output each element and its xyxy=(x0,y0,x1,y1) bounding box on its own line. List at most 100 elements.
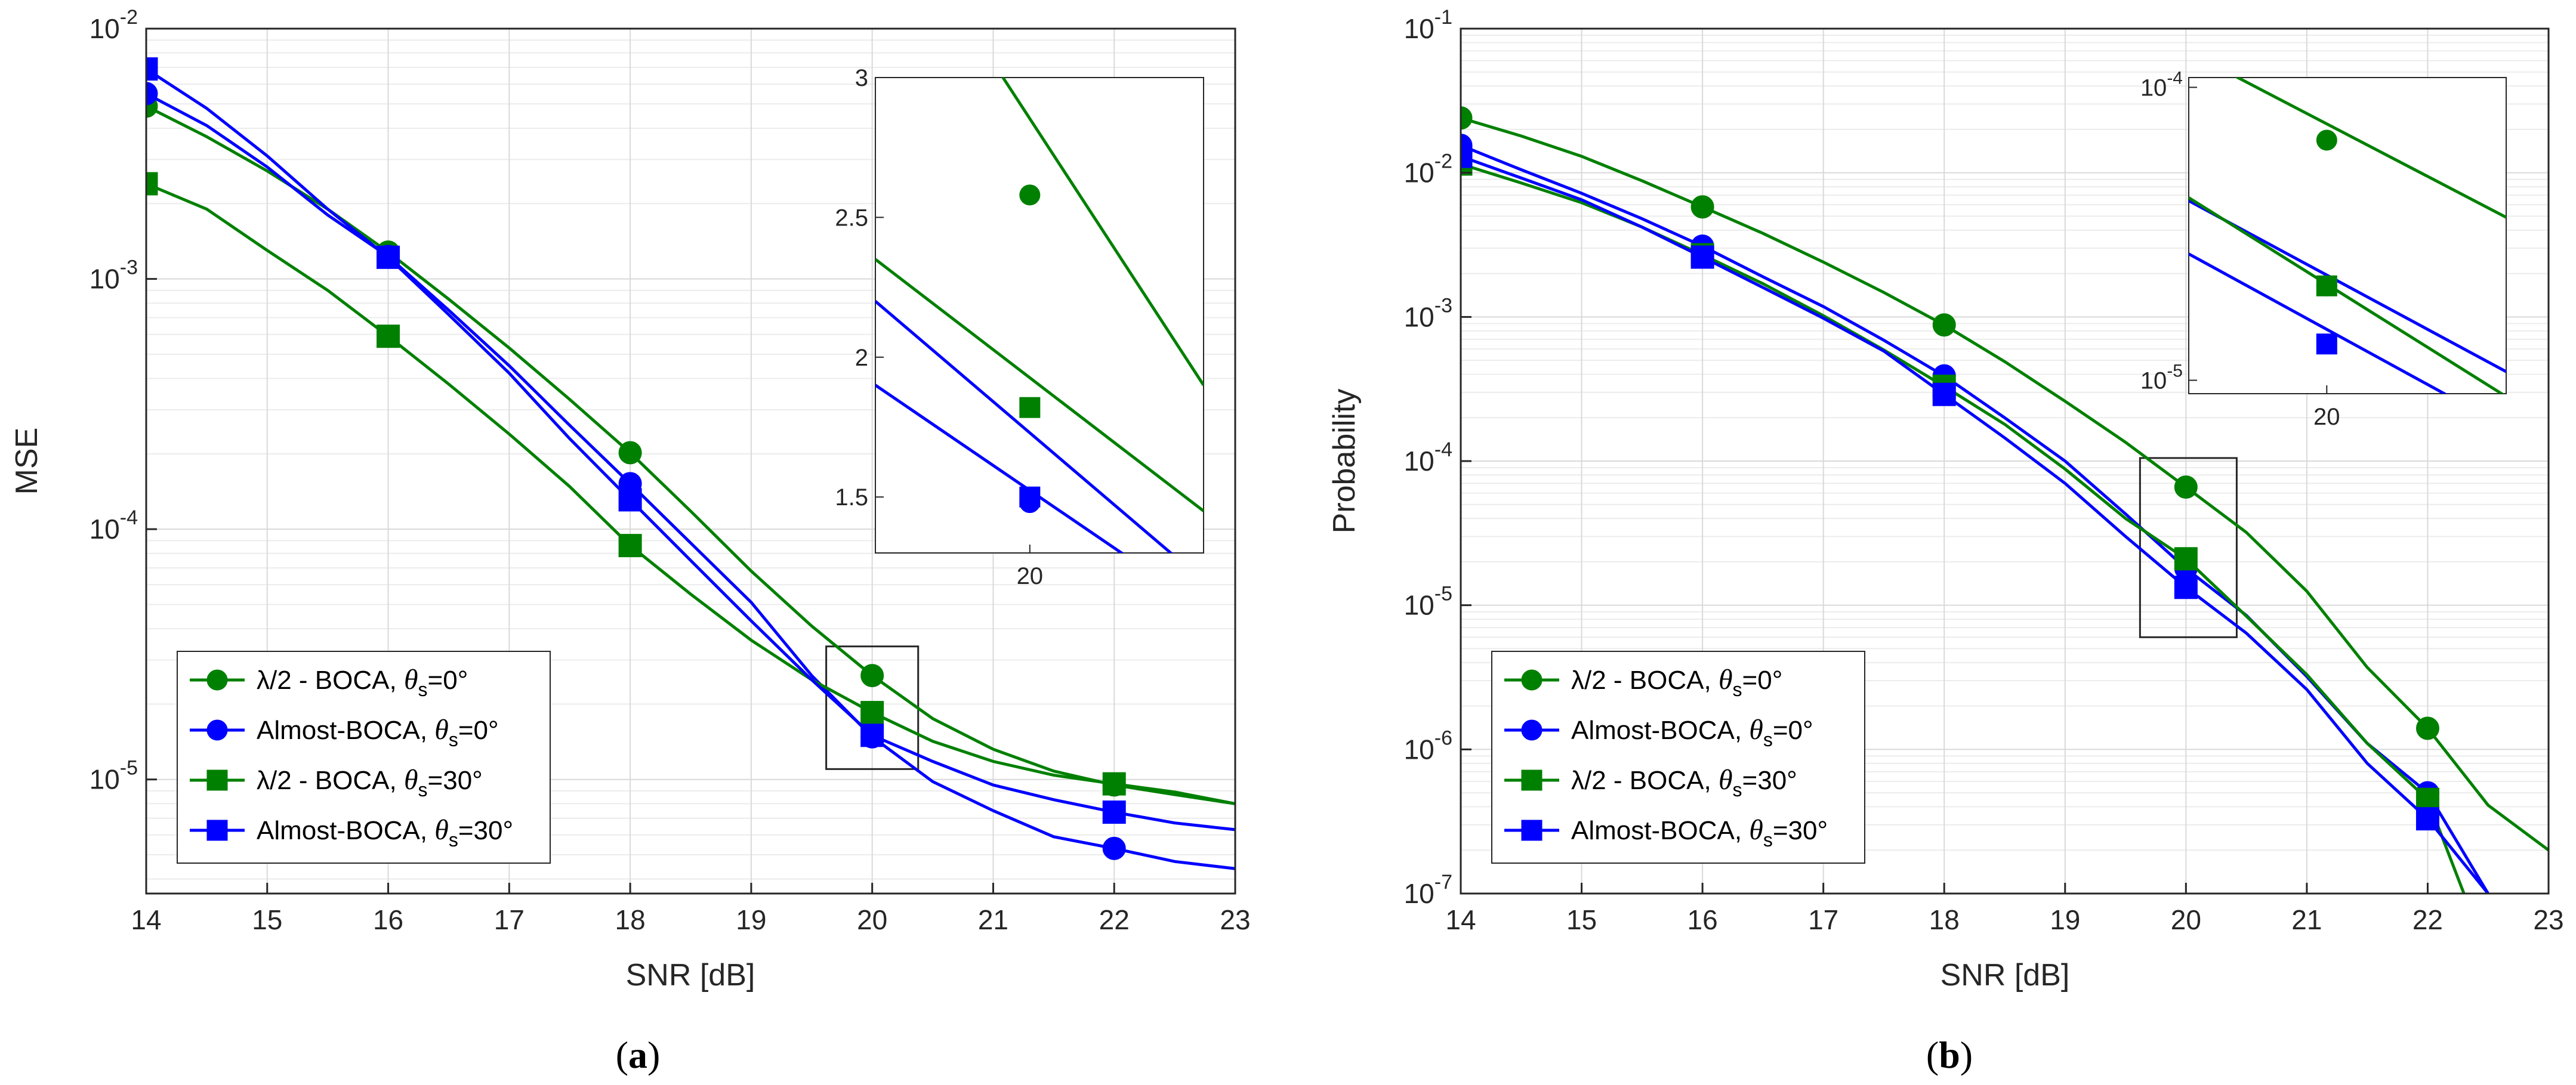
tick-base: 10 xyxy=(90,13,120,44)
data-point-square xyxy=(860,701,884,725)
series-line xyxy=(146,182,1235,805)
y-tick-label: 10-5 xyxy=(1404,583,1452,621)
legend-theta: θ xyxy=(404,664,418,695)
y-tick-label: 10-3 xyxy=(1404,294,1452,332)
series-line xyxy=(146,67,1235,831)
series-line xyxy=(146,92,1235,870)
legend-item: Almost-BOCA, θs=30° xyxy=(190,814,513,851)
data-point-square xyxy=(1461,144,1473,168)
data-point-square xyxy=(2174,576,2198,599)
data-point-square xyxy=(2415,807,2439,831)
tick-exponent: -5 xyxy=(2167,361,2183,381)
x-tick-label: 18 xyxy=(615,904,646,935)
legend-subscript: s xyxy=(1733,779,1742,800)
legend-value: =0° xyxy=(1742,666,1783,695)
inset-series-3 xyxy=(2189,196,2505,394)
series-line xyxy=(1461,116,2549,852)
x-tick-label: 15 xyxy=(252,904,282,935)
data-point-circle xyxy=(860,664,884,688)
tick-exponent: -5 xyxy=(120,757,138,780)
data-point-square xyxy=(618,534,642,558)
legend-value: =30° xyxy=(458,816,513,845)
data-point-square xyxy=(146,172,158,196)
tick-exponent: -4 xyxy=(120,506,138,529)
legend-subscript: s xyxy=(1763,729,1773,750)
data-point-square xyxy=(206,820,228,841)
data-point-circle xyxy=(1690,195,1714,219)
x-tick-label: 19 xyxy=(2050,904,2080,935)
tick-exponent: -3 xyxy=(120,256,138,279)
legend-subscript: s xyxy=(418,679,428,700)
tick-exponent: -7 xyxy=(1434,871,1452,894)
legend-value: =30° xyxy=(1742,766,1797,795)
data-point-square xyxy=(860,724,884,747)
data-point-circle xyxy=(1019,184,1041,206)
legend-theta: θ xyxy=(1749,714,1763,746)
tick-base: 10 xyxy=(90,264,120,295)
data-point-circle xyxy=(1932,313,1956,337)
x-tick-label: 23 xyxy=(2533,904,2563,935)
series-3 xyxy=(146,172,1235,805)
inset-frame xyxy=(875,77,1204,554)
tick-base: 10 xyxy=(2140,368,2167,394)
y-axis-label: Probability xyxy=(1327,389,1362,534)
data-point-circle xyxy=(1102,836,1126,860)
x-tick-label: 15 xyxy=(1566,904,1597,935)
data-point-square xyxy=(377,324,400,348)
y-tick-label: 10-4 xyxy=(90,506,138,545)
legend-theta: θ xyxy=(404,764,418,796)
legend-name: Almost-BOCA, xyxy=(257,716,434,745)
tick-exponent: -6 xyxy=(1434,727,1452,749)
series-4 xyxy=(1461,144,2489,894)
caption-a: (a) xyxy=(616,1034,661,1076)
tick-base: 10 xyxy=(90,514,120,545)
data-point-square xyxy=(206,769,228,791)
legend-label: λ/2 - BOCA, θs=30° xyxy=(1571,764,1797,800)
data-point-square xyxy=(618,488,642,512)
tick-base: 10 xyxy=(90,764,120,795)
x-tick-label: 21 xyxy=(2291,904,2322,935)
data-point-circle xyxy=(2415,716,2439,740)
legend-name: λ/2 - BOCA, xyxy=(257,766,404,795)
data-point-square xyxy=(377,245,400,269)
y-tick-label: 10-4 xyxy=(1404,438,1452,477)
legend-box xyxy=(1491,651,1865,864)
tick-base: 10 xyxy=(1404,734,1434,765)
tick-exponent: -4 xyxy=(1434,438,1452,461)
data-point-square xyxy=(1932,382,1956,406)
tick-base: 10 xyxy=(2140,75,2167,101)
inset-series-4 xyxy=(875,300,1173,553)
inset-y-tick-label: 2.5 xyxy=(835,205,868,231)
legend-box xyxy=(177,651,551,864)
panel-b: 14 15 16 17 18 19 20 21 22 23 10-710-610-510-410-… xyxy=(1327,6,2564,1076)
legend-theta: θ xyxy=(434,814,449,846)
inset-y-tick-label: 10-5 xyxy=(2140,361,2183,394)
data-point-circle xyxy=(146,82,158,106)
series-4 xyxy=(146,57,1235,831)
caption-open-paren: ( xyxy=(616,1034,628,1076)
data-point-circle xyxy=(1521,719,1542,741)
x-tick-label: 22 xyxy=(1099,904,1130,935)
y-tick-label: 10-5 xyxy=(90,757,138,795)
legend-item: Almost-BOCA, θs=0° xyxy=(1504,714,1813,750)
inset-series-line xyxy=(2189,196,2505,394)
inset-y-tick-label: 1.5 xyxy=(835,484,868,511)
tick-base: 10 xyxy=(1404,301,1434,332)
legend-label: Almost-BOCA, θs=30° xyxy=(1571,814,1828,851)
inset-series-4 xyxy=(2189,252,2448,394)
legend: λ/2 - BOCA, θs=0°Almost-BOCA, θs=0°λ/2 -… xyxy=(177,651,551,864)
caption-b: (b) xyxy=(1926,1034,1973,1076)
data-point-square xyxy=(2316,333,2337,355)
legend-item: Almost-BOCA, θs=30° xyxy=(1504,814,1828,851)
legend-theta: θ xyxy=(1719,664,1733,695)
inset-series-line xyxy=(875,258,1204,512)
data-point-circle xyxy=(1521,669,1542,691)
plot-frame xyxy=(145,27,1236,895)
legend-subscript: s xyxy=(1763,829,1773,851)
tick-exponent: -2 xyxy=(1434,150,1452,173)
legend-subscript: s xyxy=(1733,679,1742,700)
legend-label: Almost-BOCA, θs=30° xyxy=(257,814,513,851)
legend-item: Almost-BOCA, θs=0° xyxy=(190,714,499,750)
